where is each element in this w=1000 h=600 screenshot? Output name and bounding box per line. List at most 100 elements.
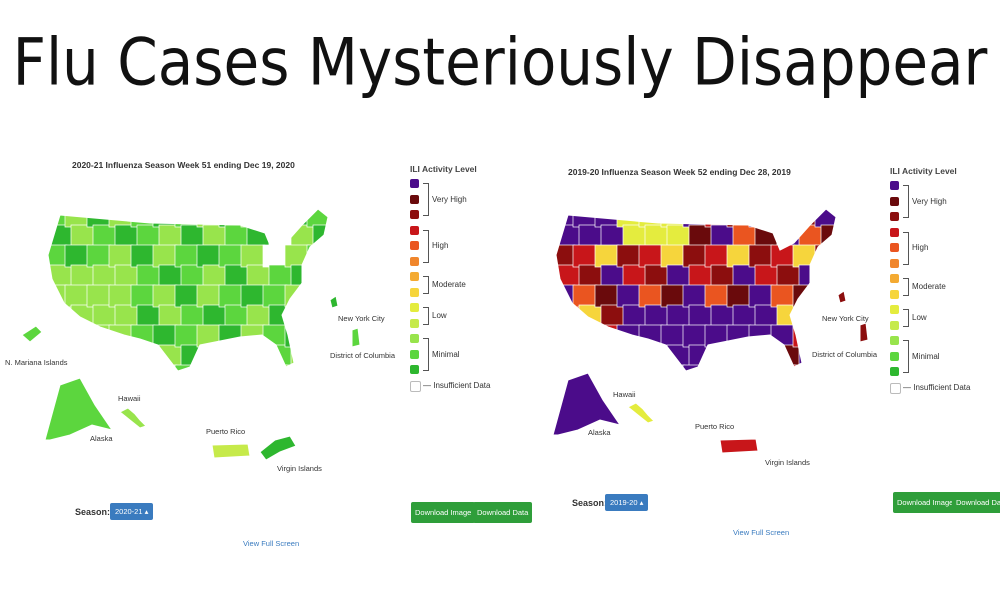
legend-swatch — [410, 334, 419, 343]
legend-swatch — [410, 272, 419, 281]
label-virgin-islands: Virgin Islands — [765, 458, 810, 467]
legend-label: Moderate — [912, 281, 946, 291]
legend-swatch — [410, 210, 419, 219]
label-alaska: Alaska — [90, 434, 113, 443]
nyc-shape[interactable] — [329, 295, 339, 309]
view-full-screen-link[interactable]: View Full Screen — [243, 539, 300, 548]
virgin-islands-shape[interactable] — [259, 435, 297, 461]
legend-swatch — [890, 181, 899, 190]
legend-label: Very High — [912, 196, 947, 206]
legend-bracket — [423, 183, 429, 216]
legend-label: Minimal — [432, 349, 460, 359]
legend-swatch — [890, 305, 899, 314]
legend-bracket — [903, 231, 909, 265]
us-outline — [555, 208, 837, 372]
legend-label: Moderate — [432, 279, 466, 289]
legend-swatch — [410, 303, 419, 312]
legend-label: Very High — [432, 194, 467, 204]
label-nyc: New York City — [822, 314, 869, 323]
puerto-rico-shape[interactable] — [211, 443, 251, 459]
mariana-shape[interactable] — [529, 320, 551, 338]
virgin-islands-shape[interactable] — [767, 430, 805, 456]
left-territories — [21, 295, 361, 461]
legend-swatch — [890, 196, 899, 206]
legend-label: Low — [912, 312, 927, 322]
legend-swatch — [410, 318, 419, 328]
season-select[interactable]: 2019-20 ▴ — [605, 494, 649, 511]
left-us-map — [47, 208, 329, 372]
season-label: Season: — [75, 507, 111, 517]
legend-swatch — [410, 179, 419, 188]
label-mariana: N. Mariana Islands — [5, 358, 68, 367]
label-puerto-rico: Puerto Rico — [206, 427, 246, 436]
label-hawaii: Hawaii — [118, 394, 141, 403]
label-puerto-rico: Puerto Rico — [695, 422, 735, 431]
legend-swatch — [410, 256, 419, 266]
legend-swatch — [410, 380, 421, 392]
download-data-button[interactable]: Download Data — [952, 492, 1000, 513]
legend-label: High — [432, 241, 449, 250]
legend-label: Minimal — [912, 351, 940, 361]
left-map-title: 2020-21 Influenza Season Week 51 ending … — [72, 160, 295, 170]
season-label: Season: — [572, 498, 608, 508]
legend-swatch — [890, 289, 899, 299]
headline: Flu Cases Mysteriously Disappear — [12, 23, 988, 101]
legend-bracket — [903, 185, 909, 218]
legend-label: High — [912, 243, 929, 252]
legend-swatch — [890, 367, 899, 376]
legend-swatch — [890, 320, 899, 330]
hawaii-shape[interactable] — [627, 402, 655, 424]
label-dc: District of Columbia — [330, 351, 396, 360]
legend-swatch — [890, 274, 899, 283]
dc-shape[interactable] — [859, 322, 869, 343]
season-select[interactable]: 2020-21 ▴ — [110, 503, 154, 520]
label-nyc: New York City — [338, 314, 385, 323]
legend-bracket — [903, 340, 909, 373]
right-legend: ILI Activity Level Very High High Moderate L… — [890, 166, 990, 406]
legend-bracket — [903, 309, 909, 327]
right-us-map — [555, 208, 837, 372]
legend-title: ILI Activity Level — [890, 166, 957, 176]
legend-label: Low — [432, 310, 447, 320]
legend-swatch — [410, 365, 419, 374]
legend-title: ILI Activity Level — [410, 164, 477, 174]
nyc-shape[interactable] — [837, 290, 847, 304]
legend-swatch — [890, 243, 899, 252]
legend-insufficient: — Insufficient Data — [903, 382, 971, 392]
mariana-shape[interactable] — [21, 325, 43, 343]
legend-bracket — [423, 338, 429, 371]
alaska-shape[interactable] — [552, 372, 622, 436]
legend-bracket — [423, 307, 429, 325]
legend-bracket — [423, 276, 429, 294]
legend-swatch — [890, 258, 899, 268]
view-full-screen-link[interactable]: View Full Screen — [733, 528, 790, 537]
legend-insufficient: — Insufficient Data — [423, 380, 491, 390]
legend-swatch — [890, 336, 899, 345]
label-dc: District of Columbia — [812, 350, 878, 359]
legend-swatch — [410, 225, 419, 235]
download-image-button[interactable]: Download Image — [411, 502, 476, 523]
legend-swatch — [410, 194, 419, 204]
legend-swatch — [410, 287, 419, 297]
legend-swatch — [890, 212, 899, 221]
hawaii-shape[interactable] — [119, 407, 147, 429]
us-outline — [47, 208, 329, 372]
legend-swatch — [890, 382, 901, 394]
legend-swatch — [410, 241, 419, 250]
legend-bracket — [903, 278, 909, 296]
season-value: 2020-21 — [115, 507, 143, 516]
download-image-button[interactable]: Download Image — [893, 492, 958, 513]
legend-swatch — [890, 227, 899, 237]
puerto-rico-shape[interactable] — [719, 438, 759, 454]
right-map-title: 2019-20 Influenza Season Week 52 ending … — [568, 167, 791, 177]
legend-swatch — [890, 351, 899, 361]
left-legend: ILI Activity Level Very High High Moderate L… — [410, 164, 510, 404]
right-territories — [529, 290, 869, 456]
season-value: 2019-20 — [610, 498, 638, 507]
download-data-button[interactable]: Download Data — [473, 502, 533, 523]
legend-swatch — [410, 349, 419, 359]
alaska-shape[interactable] — [44, 377, 114, 441]
label-hawaii: Hawaii — [613, 390, 636, 399]
dc-shape[interactable] — [351, 327, 361, 348]
legend-bracket — [423, 229, 429, 263]
